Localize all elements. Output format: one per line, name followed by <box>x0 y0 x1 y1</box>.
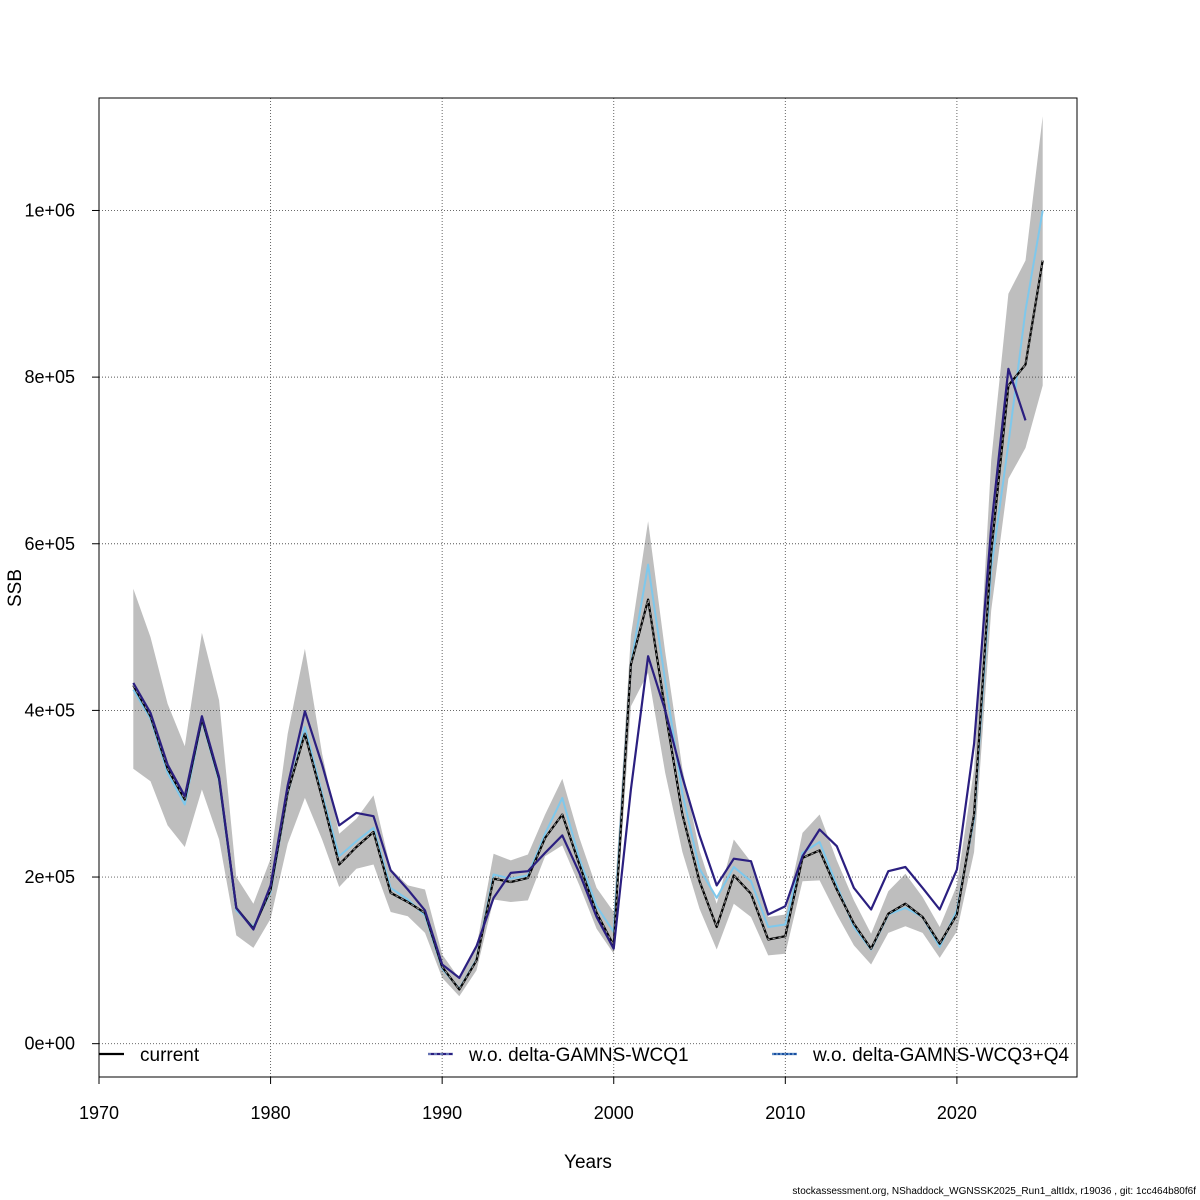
legend-label: current <box>140 1045 200 1066</box>
footer-caption: stockassessment.org, NShaddock_WGNSSK202… <box>792 1186 1196 1197</box>
confidence-band <box>133 116 1043 997</box>
x-tick-label: 2010 <box>765 1103 805 1123</box>
legend-label: w.o. delta-GAMNS-WCQ3+Q4 <box>812 1045 1069 1066</box>
y-tick-label: 0e+00 <box>24 1034 75 1054</box>
x-tick-label: 1990 <box>422 1103 462 1123</box>
y-axis: 0e+00 2e+05 4e+05 6e+05 8e+05 1e+06 <box>24 200 99 1054</box>
x-tick-label: 2020 <box>937 1103 977 1123</box>
legend-items: current w.o. delta-GAMNS-WCQ1 w.o. delta-G… <box>99 1045 1069 1066</box>
y-tick-label: 8e+05 <box>24 367 75 387</box>
series-layer <box>132 210 1044 991</box>
x-tick-label: 1980 <box>251 1103 291 1123</box>
legend-label: w.o. delta-GAMNS-WCQ1 <box>468 1045 689 1066</box>
y-tick-label: 4e+05 <box>24 700 75 720</box>
confidence-band-layer <box>133 116 1043 997</box>
series-line-wcq1 <box>132 367 1027 979</box>
legend: current w.o. delta-GAMNS-WCQ1 w.o. delta-G… <box>99 1045 1069 1066</box>
y-tick-label: 1e+06 <box>24 200 75 220</box>
x-tick-label: 1970 <box>79 1103 119 1123</box>
y-tick-label: 6e+05 <box>24 534 75 554</box>
x-axis-title: Years <box>564 1152 612 1173</box>
y-tick-label: 2e+05 <box>24 867 75 887</box>
x-axis: 1970 1980 1990 2000 2010 2020 <box>79 1077 977 1123</box>
y-axis-title: SSB <box>5 569 26 607</box>
plot-frame <box>98 97 1078 1078</box>
x-tick-label: 2000 <box>594 1103 634 1123</box>
grid-layer <box>98 98 1077 1077</box>
